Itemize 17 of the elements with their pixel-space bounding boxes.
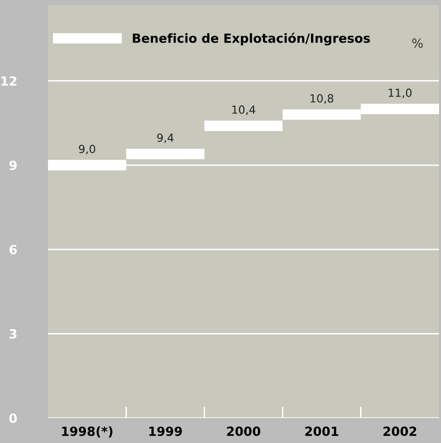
x-tick-label: 2001 <box>305 426 338 436</box>
data-label: 9,0 <box>78 144 96 154</box>
x-tick-label: 2000 <box>227 426 260 436</box>
y-tick-label: 9 <box>9 160 17 170</box>
data-label: 10,8 <box>310 94 334 104</box>
x-tick-label: 1998(*) <box>62 426 112 438</box>
y-tick-label: 0 <box>9 413 17 423</box>
y-tick-label: 3 <box>10 329 16 339</box>
y-tick-label: 6 <box>10 244 17 254</box>
text: Beneficio de Explotación/Ingresos <box>132 32 370 46</box>
data-label: 10,4 <box>232 105 256 115</box>
x-tick-label: 1999 <box>149 426 182 436</box>
x-tick-label: 2002 <box>383 426 416 436</box>
data-label: 9,4 <box>157 134 174 144</box>
y-axis-title: % <box>412 38 423 48</box>
y-tick-label: 12 <box>1 76 16 86</box>
data-label: 11,0 <box>388 88 412 98</box>
